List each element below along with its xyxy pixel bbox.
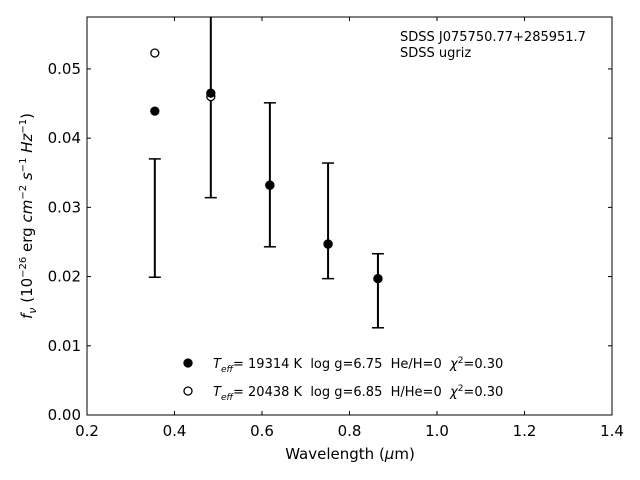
legend: Teff= 19314 K log g=6.75 He/H=0 χ2=0.30 T…: [183, 356, 503, 403]
x-tick-label: 0.6: [250, 422, 274, 440]
y-tick-label: 0.04: [48, 129, 81, 147]
x-tick-label: 0.8: [338, 422, 362, 440]
legend-teff: 20438 K: [248, 385, 302, 400]
legend-teff: 19314 K: [248, 357, 302, 372]
y-tick-label: 0.00: [48, 406, 81, 424]
model-point-open: [150, 48, 160, 58]
legend-marker-open: [183, 386, 193, 396]
y-tick-label: 0.02: [48, 268, 81, 286]
y-tick-label: 0.03: [48, 198, 81, 216]
model-point-filled: [206, 88, 216, 98]
model-point-filled: [373, 273, 383, 284]
plot-frame: [86, 16, 613, 416]
legend-params: log g=6.75 He/H=0: [310, 357, 441, 372]
model-point-filled: [265, 180, 275, 190]
annotation-object: SDSS J075750.77+285951.7: [400, 30, 586, 45]
model-point-filled: [150, 106, 160, 116]
x-tick-label: 0.4: [163, 422, 187, 440]
x-tick-label: 1.0: [425, 422, 449, 440]
x-tick-label: 0.2: [75, 422, 99, 440]
model-point-filled: [323, 239, 333, 249]
legend-entry: Teff= 19314 K log g=6.75 He/H=0 χ2=0.30: [213, 356, 503, 375]
legend-marker-filled: [183, 358, 193, 368]
x-tick-label: 1.2: [513, 422, 537, 440]
legend-params: log g=6.85 H/He=0: [310, 385, 441, 400]
y-tick-label: 0.05: [48, 60, 81, 78]
legend-entry: Teff= 20438 K log g=6.85 H/He=0 χ2=0.30: [213, 384, 503, 403]
annotation-filters: SDSS ugriz: [400, 46, 471, 61]
axis-ticks: 0.2 0.4 0.6 0.8 1.0 1.2 1.4 0.00 0.01 0.02 0.03 0.0…: [48, 17, 624, 440]
legend-chi: =0.30: [463, 385, 503, 400]
x-axis-label: Wavelength (μm): [285, 445, 415, 463]
y-tick-label: 0.01: [48, 337, 81, 355]
legend-chi: =0.30: [463, 357, 503, 372]
x-tick-label: 1.4: [600, 422, 624, 440]
plot-marks: [148, 17, 384, 329]
y-axis-label: fν (10−26 erg cm−2 s−1 Hz−1): [18, 113, 39, 319]
